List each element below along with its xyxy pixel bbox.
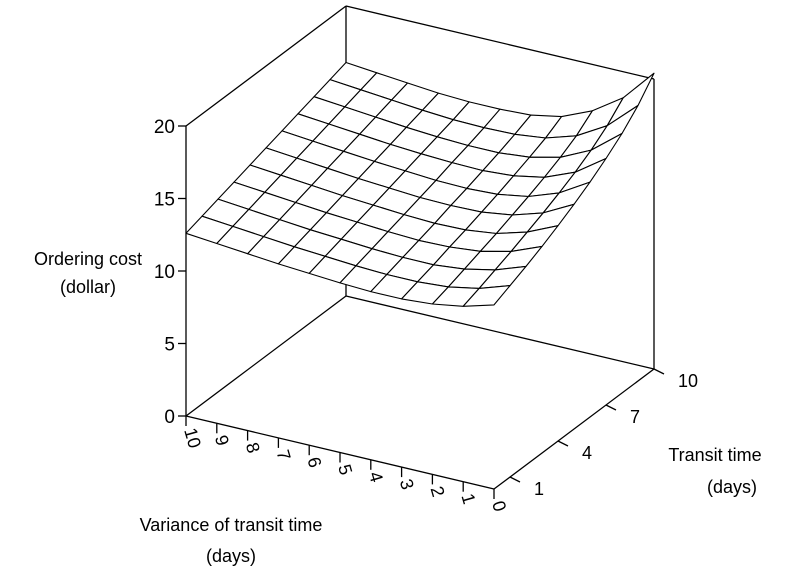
tick-marks [178,125,665,499]
y-tick-label: 10 [678,371,698,391]
y-axis-title-line-1: Transit time [668,445,761,465]
y-tick-mark [605,404,617,411]
x-tick-label: 4 [365,469,387,484]
x-tick-label: 7 [273,447,295,462]
y-tick-label: 1 [534,479,544,499]
x-tick-label: 2 [427,484,449,499]
x-axis-title-line-1: Variance of transit time [140,515,323,535]
z-axis-title-line-2: (dollar) [60,277,116,297]
y-tick-label: 4 [582,443,592,463]
floor-back-right-edge [345,295,655,370]
right-wall-top-edge [345,5,655,80]
z-tick-label: 15 [154,190,175,211]
left-wall-top-edge [185,5,347,127]
surface-cell [462,285,511,307]
floor-back-left-edge [185,295,347,417]
x-axis-title-line-2: (days) [206,546,256,566]
y-tick-label: 7 [630,407,640,427]
x-tick-label: 6 [303,455,325,470]
surface-mesh [185,61,655,307]
y-tick-mark [509,476,521,483]
x-tick-label: 8 [242,440,264,455]
y-tick-mark [653,368,665,375]
y-tick-mark [557,440,569,447]
z-axis-title-line-1: Ordering cost [34,249,142,269]
x-tick-label: 1 [457,491,479,506]
z-tick-label: 5 [164,335,175,356]
x-tick-label: 10 [180,426,205,451]
z-tick-label: 20 [154,117,175,138]
z-tick-label: 0 [164,407,175,428]
z-tick-label: 10 [154,262,175,283]
x-tick-label: 9 [211,433,233,448]
x-tick-label: 5 [334,462,356,477]
x-tick-label: 0 [488,499,510,514]
y-axis-title-line-2: (days) [707,477,757,497]
floor-right-edge [493,368,655,490]
x-tick-label: 3 [396,477,418,492]
